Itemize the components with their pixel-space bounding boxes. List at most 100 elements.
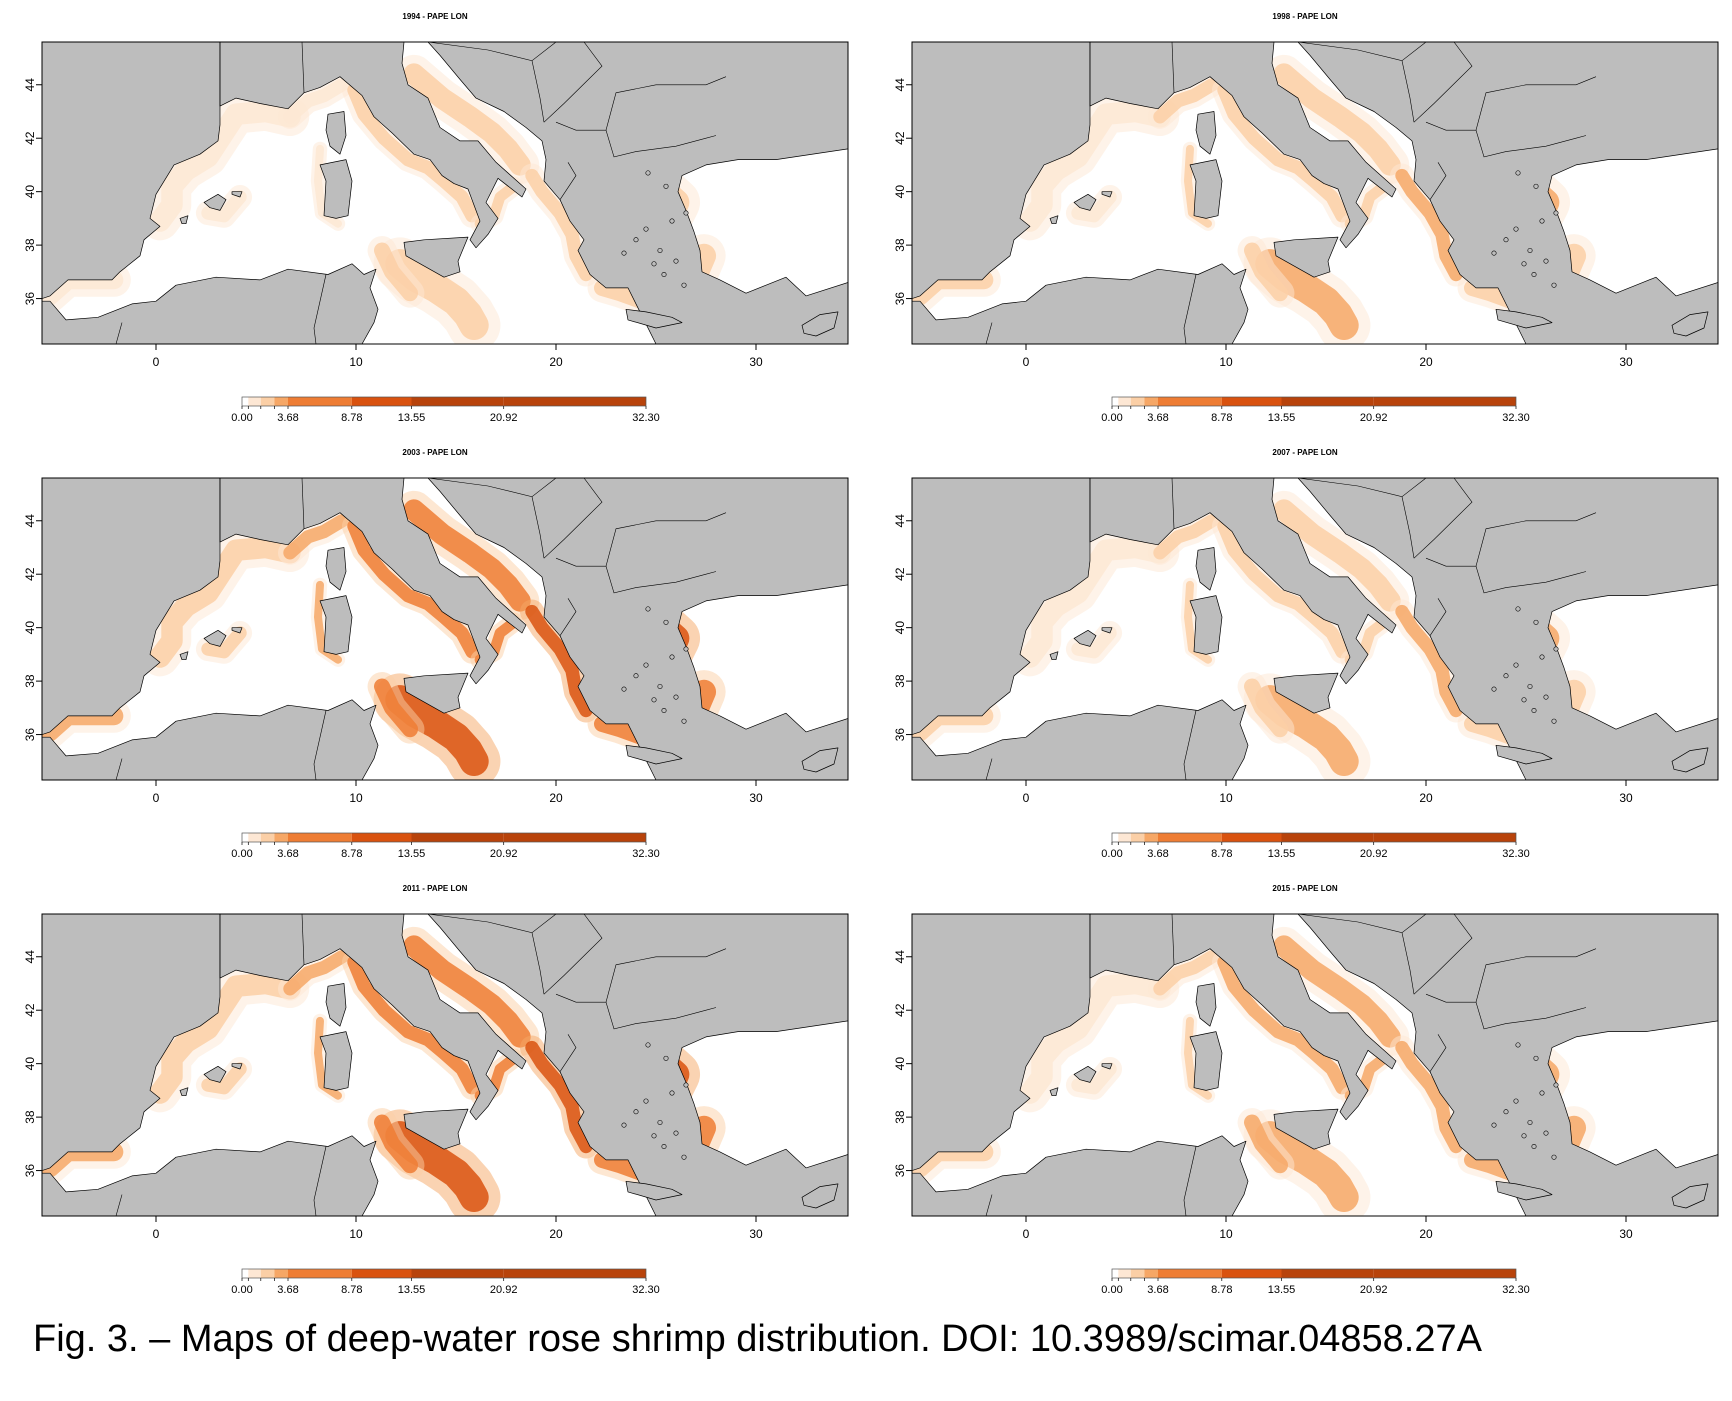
x-tick-label: 10: [349, 1227, 363, 1241]
legend-label: 3.68: [1147, 848, 1168, 860]
land-polygon: [1273, 236, 1339, 278]
panel-title: 1994 - PAPE LON: [402, 12, 468, 21]
x-tick-label: 0: [153, 791, 160, 805]
legend-frame: [241, 1268, 647, 1279]
density-band: [1153, 514, 1219, 560]
island-marker: [681, 1154, 687, 1160]
y-tick-label: 40: [893, 621, 907, 635]
land-polygon: [1089, 914, 1718, 1216]
density-band: [1153, 78, 1219, 124]
legend-swatch: [1112, 833, 1119, 842]
land-polygon: [319, 595, 353, 655]
country-border: [605, 948, 727, 1003]
y-tick-label: 36: [893, 292, 907, 306]
country-border: [1183, 710, 1197, 780]
island-marker: [1543, 258, 1549, 264]
island-marker: [1527, 247, 1533, 253]
island-marker: [645, 170, 651, 176]
island-marker: [661, 272, 667, 278]
land-polygon: [179, 651, 189, 661]
density-band: [525, 168, 593, 282]
island-marker: [1551, 1154, 1557, 1160]
land-polygon: [203, 1065, 227, 1083]
legend-swatch: [1118, 397, 1131, 406]
legend-swatch: [503, 1269, 646, 1278]
land-polygon: [1049, 1087, 1059, 1097]
country-border: [543, 42, 603, 123]
land-polygon: [1073, 629, 1097, 647]
country-border: [301, 478, 305, 529]
country-border: [1413, 478, 1473, 559]
land-layer: [42, 478, 848, 780]
island-marker: [1503, 673, 1509, 679]
land-polygon: [319, 1031, 353, 1091]
y-tick-label: 44: [893, 78, 907, 92]
island-marker: [1527, 683, 1533, 689]
country-border: [1183, 274, 1197, 344]
island-marker: [621, 250, 627, 256]
island-marker: [633, 673, 639, 679]
map-panel: 0 10 20 30 44 42 40 38 36 0.00 3.68 8.78 13.55 20.92 3…: [0, 436, 870, 866]
map-panel: 0 10 20 30 44 42 40 38 36 0.00 3.68 8.78 13.55 20.92 3…: [0, 0, 870, 430]
country-border: [1401, 42, 1427, 61]
island-marker: [645, 1042, 651, 1048]
island-marker: [661, 708, 667, 714]
country-border: [1429, 162, 1447, 200]
density-band: [1071, 626, 1117, 659]
y-tick-label: 44: [893, 950, 907, 964]
land-polygon: [1195, 983, 1217, 1027]
land-polygon: [1189, 595, 1223, 655]
map-layers: [42, 42, 848, 344]
country-border: [1401, 914, 1427, 933]
legend-label: 3.68: [277, 1284, 298, 1296]
country-border: [531, 914, 557, 933]
map-panel: 0 10 20 30 44 42 40 38 36 0.00 3.68 8.78 13.55 20.92 3…: [870, 0, 1732, 430]
country-border: [543, 914, 603, 995]
y-tick-label: 44: [23, 78, 37, 92]
land-layer: [912, 42, 1718, 344]
island-marker: [1503, 237, 1509, 243]
land-polygon: [1195, 547, 1217, 591]
legend-swatch: [1281, 833, 1374, 842]
island-marker: [1539, 1090, 1545, 1096]
y-tick-label: 36: [893, 1164, 907, 1178]
country-border: [301, 42, 305, 93]
y-tick-label: 44: [23, 514, 37, 528]
island-marker: [1527, 1119, 1533, 1125]
x-tick-label: 0: [1023, 355, 1030, 369]
island-marker: [1531, 272, 1537, 278]
legend-swatch: [1144, 397, 1158, 406]
density-band: [149, 536, 301, 668]
density-band: [347, 519, 479, 659]
legend-swatch: [260, 397, 275, 406]
legend-swatch: [242, 833, 249, 842]
country-border: [531, 478, 557, 497]
land-polygon: [1273, 1108, 1339, 1150]
island-marker: [681, 282, 687, 288]
density-band: [201, 1062, 247, 1095]
density-band: [403, 63, 531, 176]
island-marker: [1515, 170, 1521, 176]
legend-frame: [241, 832, 647, 843]
island-marker: [681, 718, 687, 724]
island-marker: [663, 1055, 669, 1061]
country-border: [531, 42, 557, 61]
land-polygon: [1073, 193, 1097, 211]
land-polygon: [403, 1108, 469, 1150]
legend-swatch: [288, 397, 352, 406]
country-border: [313, 274, 327, 344]
country-border: [313, 710, 327, 780]
density-band: [1273, 63, 1401, 176]
y-tick-label: 36: [893, 728, 907, 742]
density-band: [1071, 1062, 1117, 1095]
density-band: [347, 955, 479, 1095]
legend-label: 0.00: [1101, 1284, 1122, 1296]
country-border: [543, 478, 603, 559]
density-band: [1217, 519, 1349, 659]
x-tick-label: 10: [1219, 791, 1233, 805]
map-panel: 0 10 20 30 44 42 40 38 36 0.00 3.68 8.78 13.55 20.92 3…: [870, 872, 1732, 1302]
x-tick-label: 20: [549, 1227, 563, 1241]
map-layers: [42, 914, 848, 1216]
island-marker: [657, 1119, 663, 1125]
legend-swatch: [274, 397, 288, 406]
